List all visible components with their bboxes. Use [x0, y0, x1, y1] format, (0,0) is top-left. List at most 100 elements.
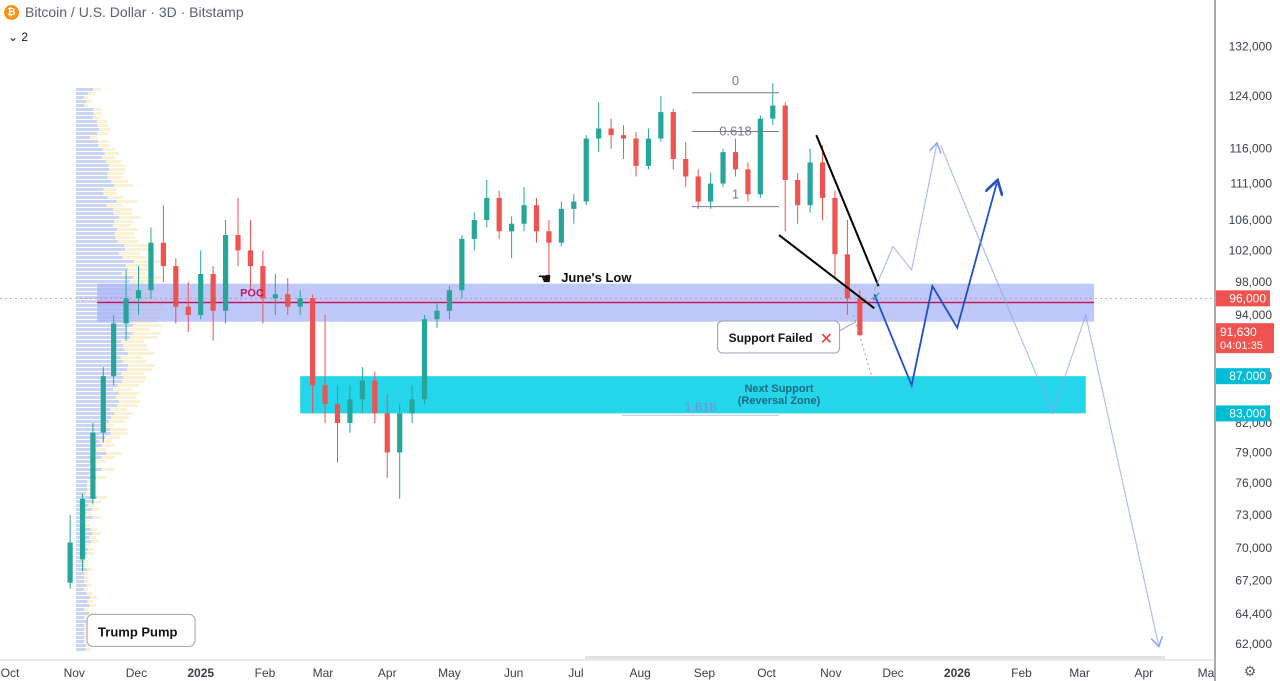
profile-bar-extra — [125, 328, 150, 331]
profile-bar-extra — [111, 180, 129, 183]
profile-bar — [76, 244, 124, 247]
symbol-title: Bitcoin / U.S. Dollar · 3D · Bitstamp — [25, 4, 244, 20]
profile-bar — [76, 396, 116, 399]
profile-bar — [76, 580, 84, 583]
x-tick-label: Apr — [1134, 666, 1153, 680]
profile-bar-extra — [110, 428, 127, 431]
profile-bar — [76, 256, 123, 259]
candle-body — [621, 135, 626, 138]
candle — [90, 423, 95, 504]
candle — [708, 173, 713, 209]
profile-bar — [76, 324, 133, 327]
profile-bar — [76, 212, 114, 215]
profile-bar-extra — [102, 156, 115, 159]
profile-bar-extra — [88, 548, 94, 551]
candle-body — [136, 290, 141, 298]
profile-bar — [76, 104, 84, 107]
candle — [148, 227, 153, 298]
profile-bar-extra — [97, 120, 107, 123]
profile-bar-extra — [105, 436, 120, 439]
candle — [111, 315, 116, 385]
symbol-header[interactable]: ₿ Bitcoin / U.S. Dollar · 3D · Bitstamp — [4, 4, 244, 20]
candle — [235, 198, 240, 266]
profile-bar-extra — [125, 248, 149, 251]
profile-bar-extra — [93, 532, 101, 535]
profile-bar-extra — [118, 240, 139, 243]
profile-bar — [76, 88, 93, 91]
candle-body — [683, 159, 688, 176]
candle — [683, 142, 688, 187]
profile-bar — [76, 200, 117, 203]
profile-bar-extra — [106, 452, 121, 455]
projection-path — [874, 145, 936, 290]
profile-bar — [76, 364, 128, 367]
profile-bar-extra — [121, 372, 144, 375]
profile-bar — [76, 612, 89, 615]
y-tick-label: 64,400 — [1235, 607, 1272, 621]
profile-bar-extra — [84, 560, 88, 563]
candle — [745, 162, 750, 201]
annotation-support-failed: Support Failed — [729, 331, 813, 345]
profile-bar-extra — [96, 476, 106, 479]
indicators-toggle[interactable]: ⌄ 2 — [8, 30, 28, 44]
profile-bar-extra — [123, 344, 146, 347]
profile-bar-extra — [107, 196, 123, 199]
profile-bar-extra — [97, 132, 108, 135]
settings-gear-icon[interactable]: ⚙ — [1242, 663, 1258, 679]
fib-label: 1 — [732, 187, 739, 202]
profile-bar — [76, 160, 106, 163]
profile-bar — [76, 368, 127, 371]
profile-bar — [76, 184, 114, 187]
candle-body — [80, 499, 85, 560]
profile-bar — [76, 180, 111, 183]
profile-bar-extra — [113, 208, 132, 211]
profile-bar-extra — [86, 512, 91, 515]
y-tick-label: 116,000 — [1230, 142, 1273, 156]
profile-bar-extra — [121, 356, 143, 359]
profile-bar — [76, 608, 84, 611]
candle-body — [845, 254, 850, 298]
candle-body — [646, 139, 651, 166]
candle-body — [111, 323, 116, 376]
candle — [472, 213, 477, 251]
x-tick-label: Apr — [378, 666, 397, 680]
y-tick-label: 124,000 — [1229, 89, 1273, 103]
profile-bar — [76, 384, 118, 387]
profile-bar — [76, 628, 84, 631]
bitcoin-icon: ₿ — [4, 5, 19, 20]
profile-bar-extra — [133, 332, 161, 335]
profile-bar — [76, 484, 87, 487]
annotation-junes-low: June's Low — [561, 270, 632, 285]
profile-bar — [76, 164, 109, 167]
candle-body — [459, 239, 464, 290]
profile-bar-extra — [103, 192, 117, 195]
profile-bar-extra — [85, 492, 90, 495]
profile-bar-extra — [92, 508, 100, 511]
candle-body — [298, 298, 303, 306]
profile-bar-extra — [94, 112, 103, 115]
profile-bar-extra — [133, 276, 162, 279]
fib-label: 0.618 — [719, 123, 752, 138]
fib-label: 0 — [732, 73, 739, 88]
candle-body — [322, 385, 327, 404]
candle — [633, 132, 638, 177]
candle — [223, 220, 228, 323]
candle — [770, 83, 775, 125]
profile-bar-extra — [122, 380, 145, 383]
profile-bar-extra — [84, 564, 88, 567]
profile-bar — [76, 96, 84, 99]
profile-bar-extra — [119, 400, 140, 403]
profile-bar-extra — [118, 384, 139, 387]
candle-body — [422, 319, 427, 399]
profile-bar-extra — [84, 576, 88, 579]
profile-bar — [76, 576, 84, 579]
profile-bar — [76, 624, 84, 627]
candle — [211, 266, 216, 341]
candle-body — [173, 266, 178, 307]
profile-bar — [76, 124, 98, 127]
profile-bar — [76, 328, 125, 331]
scroll-bar — [585, 656, 1165, 659]
profile-bar — [76, 444, 102, 447]
candle — [758, 115, 763, 198]
